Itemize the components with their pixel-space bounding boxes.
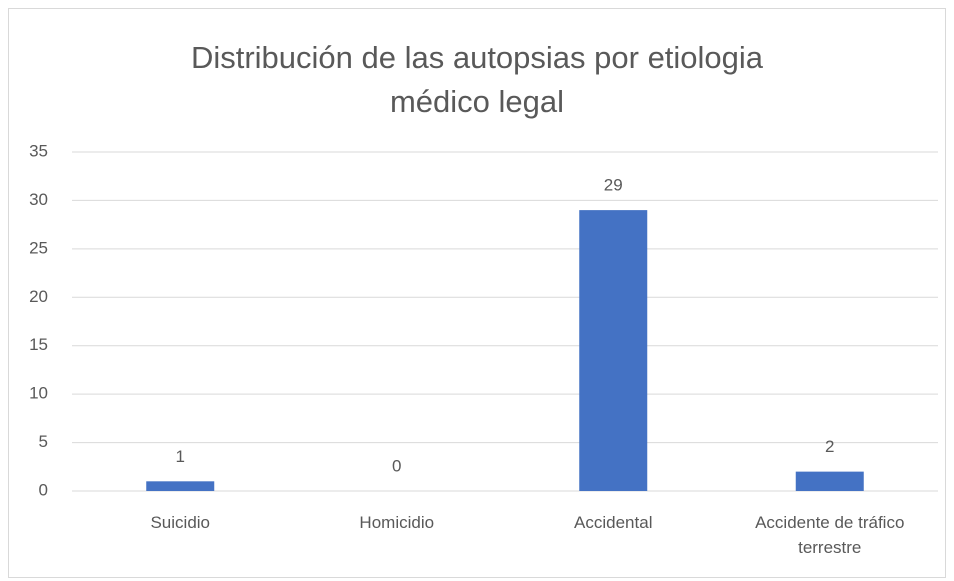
bar (795, 471, 864, 491)
chart-border (8, 8, 946, 578)
y-tick-label: 35 (29, 141, 48, 160)
data-label: 29 (604, 176, 623, 195)
x-tick-label: Homicidio (359, 513, 435, 532)
data-label: 1 (176, 447, 185, 466)
data-label: 0 (392, 456, 401, 475)
x-tick-label: Suicidio (150, 513, 211, 532)
y-tick-label: 5 (39, 432, 48, 451)
x-tick-label: Accidente de tráfico terrestre (755, 513, 905, 557)
data-label: 2 (825, 437, 834, 456)
y-tick-label: 10 (29, 384, 48, 403)
bar (579, 210, 648, 491)
x-tick-label: Accidental (574, 513, 653, 532)
y-tick-label: 25 (29, 238, 48, 257)
chart-title: Distribución de las autopsias por etiolo… (190, 40, 764, 119)
y-tick-label: 0 (39, 480, 48, 499)
bar (146, 481, 215, 491)
y-tick-label: 20 (29, 287, 48, 306)
y-tick-label: 30 (29, 190, 48, 209)
y-tick-label: 15 (29, 335, 48, 354)
